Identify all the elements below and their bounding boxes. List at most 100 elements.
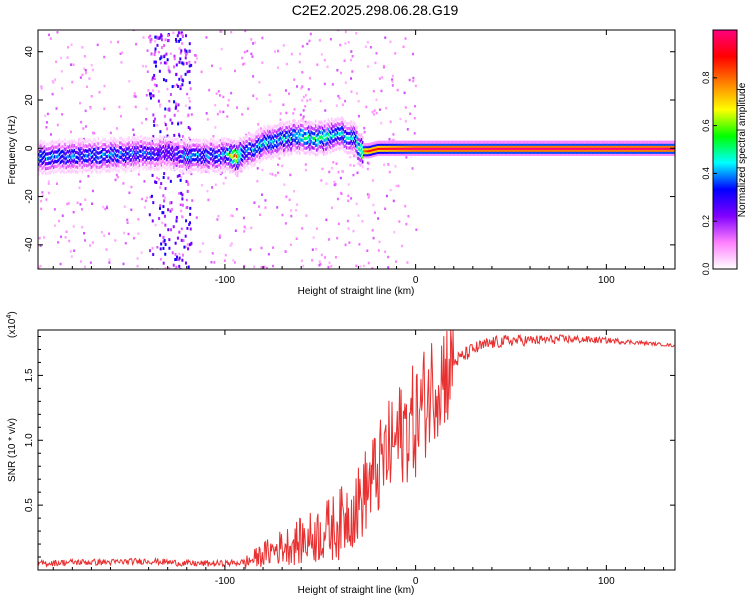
spectrogram-speckle: [260, 266, 263, 269]
spectrogram-cell: [51, 139, 54, 143]
spectrogram-cell: [42, 141, 45, 145]
spectrogram-cell: [135, 143, 137, 147]
spectrogram-cell: [286, 125, 288, 130]
spectrogram-cell: [510, 148, 513, 152]
spectrogram-cell: [467, 140, 469, 144]
spectrogram-cell: [52, 160, 55, 165]
spectrogram-cell: [628, 148, 631, 152]
spectrogram-speckle: [412, 76, 415, 80]
spectrogram-cell: [94, 142, 96, 147]
spectrogram-cell: [91, 155, 94, 159]
spectrogram-speckle: [244, 30, 247, 33]
spectrogram-cell: [51, 144, 54, 148]
spectrogram-cell: [55, 169, 57, 173]
spectrogram-column-cell: [166, 127, 169, 131]
spectrogram-speckle: [259, 146, 262, 149]
spectrogram-cell: [555, 150, 557, 154]
spectrogram-cell: [216, 140, 219, 144]
spectrogram-cell: [408, 140, 411, 144]
spectrogram-cell: [526, 144, 529, 148]
spectrogram-cell: [302, 138, 304, 143]
spectrogram-speckle: [405, 222, 408, 226]
spectrogram-cell: [554, 144, 556, 148]
spectrogram-speckle: [233, 261, 236, 264]
spectrogram-cell: [661, 150, 664, 154]
spectrogram-cell: [285, 145, 287, 149]
spectrogram-speckle: [395, 184, 398, 188]
spectrogram-cell: [262, 147, 264, 151]
spectrogram-cell: [605, 142, 608, 146]
spectrogram-speckle: [153, 77, 156, 80]
spectrogram-cell: [645, 150, 648, 154]
spectrogram-cell: [500, 152, 502, 156]
spectrogram-cell: [475, 146, 477, 150]
spectrogram-cell: [459, 152, 461, 156]
spectrogram-cell: [596, 146, 599, 150]
spectrogram-cell: [335, 147, 338, 152]
spectrogram-cell: [392, 140, 395, 144]
spectrogram-cell: [67, 164, 70, 169]
spectrogram-cell: [576, 140, 579, 144]
spectrogram-cell: [654, 150, 657, 154]
spectrogram-cell: [63, 156, 65, 160]
spectrogram-speckle: [229, 244, 232, 247]
spectrogram-cell: [511, 152, 514, 156]
spectrogram-cell: [258, 151, 261, 155]
spectrogram-cell: [87, 149, 89, 153]
spectrogram-column-cell: [173, 54, 176, 58]
spectrogram-cell: [453, 150, 455, 154]
spectrogram-speckle: [284, 222, 287, 225]
spectrogram-column-cell: [182, 62, 185, 66]
spectrogram-speckle: [39, 143, 42, 146]
spectrogram-cell: [298, 141, 301, 146]
spectrogram-speckle: [309, 98, 312, 101]
spectrogram-speckle: [300, 259, 303, 262]
spectrogram-column-cell: [164, 223, 167, 227]
spectrogram-cell: [412, 144, 414, 148]
spectrogram-cell: [592, 140, 595, 144]
spectrogram-cell: [195, 138, 198, 142]
spectrogram-cell: [606, 144, 609, 148]
spectrogram-cell: [644, 152, 647, 156]
spectrogram-cell: [191, 143, 193, 148]
spectrogram-cell: [191, 153, 193, 157]
spectrogram-cell: [619, 140, 621, 144]
spectrogram-cell: [42, 160, 45, 164]
spectrogram-cell: [526, 140, 529, 144]
spectrogram-cell: [638, 146, 641, 150]
spectrogram-cell: [443, 140, 445, 144]
spectrogram-speckle: [177, 121, 180, 124]
spectrogram-cell: [467, 144, 469, 148]
spectrogram-cell: [517, 146, 520, 150]
spectrogram-cell: [67, 140, 70, 144]
spectrogram-cell: [580, 140, 583, 144]
spectrogram-cell: [503, 142, 506, 146]
colorbar-tick-label: 0.6: [701, 119, 711, 132]
spectrogram-cell: [645, 152, 648, 156]
spectrogram-cell: [490, 150, 492, 154]
spectrogram-cell: [100, 159, 103, 163]
spectrogram-xlabel: Height of straight line (km): [298, 286, 415, 297]
spectrogram-cell: [321, 141, 324, 145]
spectrogram-cell: [403, 140, 405, 144]
spectrogram-cell: [303, 131, 306, 136]
spectrogram-cell: [190, 170, 192, 174]
spectrogram-cell: [651, 142, 653, 146]
spectrogram-cell: [221, 146, 223, 151]
spectrogram-cell: [612, 146, 615, 150]
spectrogram-cell: [121, 138, 124, 142]
spectrogram-cell: [431, 140, 434, 144]
spectrogram-cell: [523, 148, 525, 152]
spectrogram-cell: [113, 166, 116, 170]
spectrogram-cell: [303, 136, 306, 140]
spectrogram-cell: [64, 162, 66, 166]
spectrogram-cell: [484, 146, 486, 150]
spectrogram-cell: [272, 146, 275, 150]
spectrogram-cell: [499, 152, 501, 156]
spectrogram-cell: [413, 152, 415, 156]
spectrogram-cell: [406, 144, 409, 148]
spectrogram-column-cell: [181, 61, 184, 65]
spectrogram-cell: [74, 155, 77, 159]
spectrogram-cell: [334, 137, 336, 141]
spectrogram-cell: [146, 161, 149, 165]
